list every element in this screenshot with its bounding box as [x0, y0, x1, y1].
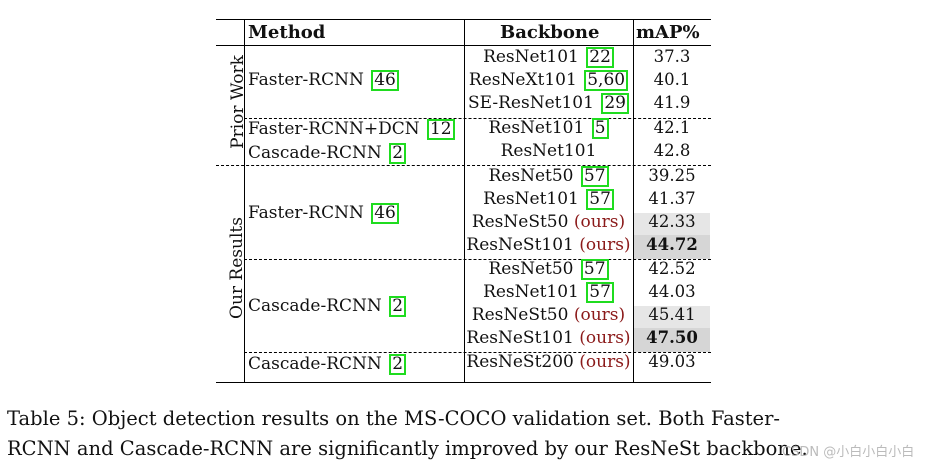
backbone-cell: ResNet101 22 — [464, 47, 633, 68]
citation-link[interactable]: 57 — [586, 189, 614, 210]
backbone-name: ResNet50 — [488, 166, 574, 186]
backbone-name: ResNet50 — [488, 259, 574, 279]
map-cell: 42.1 — [653, 118, 691, 137]
ours-tag: (ours) — [573, 305, 626, 325]
backbone-name: ResNet101 — [483, 47, 579, 67]
header-backbone: Backbone — [500, 22, 600, 43]
map-cell: 42.8 — [653, 141, 691, 160]
column-rule — [633, 19, 634, 382]
backbone-cell: ResNet101 5 — [464, 118, 633, 139]
method-label: Faster-RCNN+DCN 12 — [248, 119, 455, 140]
backbone-name: ResNeSt50 — [471, 212, 569, 232]
caption-line-1: Table 5: Object detection results on the… — [7, 407, 780, 430]
group-label-prior: Prior Work — [228, 55, 248, 149]
bottom-rule — [216, 382, 711, 383]
citation-link[interactable]: 2 — [389, 143, 407, 164]
ours-tag: (ours) — [579, 328, 631, 348]
column-rule — [464, 19, 465, 382]
backbone-cell: ResNeSt50 (ours) — [464, 212, 633, 232]
map-cell: 44.72 — [646, 235, 698, 254]
citation-link[interactable]: 57 — [580, 166, 609, 187]
group-label-ours: Our Results — [227, 217, 247, 319]
method-label: Cascade-RCNN 2 — [248, 296, 407, 317]
backbone-name: ResNet101 — [488, 118, 585, 138]
highlight-cell-best — [634, 328, 710, 352]
citation-link[interactable]: 12 — [426, 119, 455, 140]
method-label: Faster-RCNN 46 — [248, 70, 399, 91]
map-cell: 41.9 — [653, 93, 691, 112]
citation-link[interactable]: 57 — [580, 259, 609, 280]
citation-link[interactable]: 57 — [586, 282, 614, 303]
backbone-name: ResNet101 — [483, 282, 579, 302]
column-rule — [244, 19, 245, 382]
map-cell: 47.50 — [646, 328, 698, 347]
ours-tag: (ours) — [579, 352, 631, 372]
map-cell: 37.3 — [653, 47, 691, 66]
divider — [244, 352, 711, 353]
header-rule — [216, 45, 711, 46]
citation-link[interactable]: 5,60 — [584, 70, 629, 91]
backbone-cell: ResNet50 57 — [464, 166, 633, 187]
backbone-name: SE-ResNet101 — [468, 93, 594, 113]
citation-link[interactable]: 22 — [586, 47, 614, 68]
backbone-name: ResNeXt101 — [468, 70, 577, 90]
map-cell: 44.03 — [648, 282, 696, 301]
citation-link[interactable]: 46 — [371, 70, 399, 91]
map-cell: 39.25 — [648, 166, 696, 185]
backbone-cell: ResNeXt101 5,60 — [464, 70, 633, 91]
backbone-cell: ResNet101 57 — [464, 189, 633, 210]
watermark: CSDN @小白小白小白 — [782, 445, 915, 460]
citation-link[interactable]: 2 — [389, 296, 407, 317]
highlight-cell — [634, 306, 710, 328]
method-label: Faster-RCNN 46 — [248, 203, 399, 224]
map-cell: 41.37 — [648, 189, 696, 208]
map-cell: 42.33 — [648, 212, 696, 231]
backbone-name: ResNet101 — [483, 189, 579, 209]
map-cell: 49.03 — [648, 352, 696, 371]
citation-link[interactable]: 2 — [389, 354, 407, 375]
backbone-cell: SE-ResNet101 29 — [464, 93, 633, 114]
top-rule — [216, 19, 711, 20]
backbone-name: ResNeSt101 — [466, 328, 574, 348]
backbone-cell: ResNeSt101 (ours) — [464, 328, 633, 348]
group-divider — [216, 165, 711, 166]
backbone-cell: ResNet101 57 — [464, 282, 633, 303]
backbone-name: ResNeSt101 — [466, 235, 574, 255]
map-cell: 42.52 — [648, 259, 696, 278]
backbone-cell: ResNet101 — [464, 141, 633, 161]
method-label: Cascade-RCNN 2 — [248, 143, 407, 164]
map-cell: 45.41 — [648, 305, 696, 324]
backbone-name: ResNeSt50 — [471, 305, 569, 325]
backbone-name: ResNet101 — [500, 141, 597, 161]
citation-link[interactable]: 5 — [591, 118, 609, 139]
highlight-cell-best — [634, 235, 710, 259]
citation-link[interactable]: 46 — [371, 203, 399, 224]
backbone-cell: ResNeSt50 (ours) — [464, 305, 633, 325]
ours-tag: (ours) — [579, 235, 631, 255]
divider — [244, 118, 711, 119]
ours-tag: (ours) — [573, 212, 626, 232]
highlight-cell — [634, 213, 710, 235]
backbone-cell: ResNeSt101 (ours) — [464, 235, 633, 255]
divider — [244, 259, 711, 260]
backbone-cell: ResNeSt200 (ours) — [464, 352, 633, 372]
backbone-name: ResNeSt200 — [466, 352, 574, 372]
backbone-cell: ResNet50 57 — [464, 259, 633, 280]
citation-link[interactable]: 29 — [601, 93, 629, 114]
caption-line-2: RCNN and Cascade-RCNN are significantly … — [7, 437, 808, 460]
header-method: Method — [248, 22, 326, 43]
map-cell: 40.1 — [653, 70, 691, 89]
header-map: mAP% — [636, 22, 700, 43]
method-label: Cascade-RCNN 2 — [248, 354, 407, 375]
